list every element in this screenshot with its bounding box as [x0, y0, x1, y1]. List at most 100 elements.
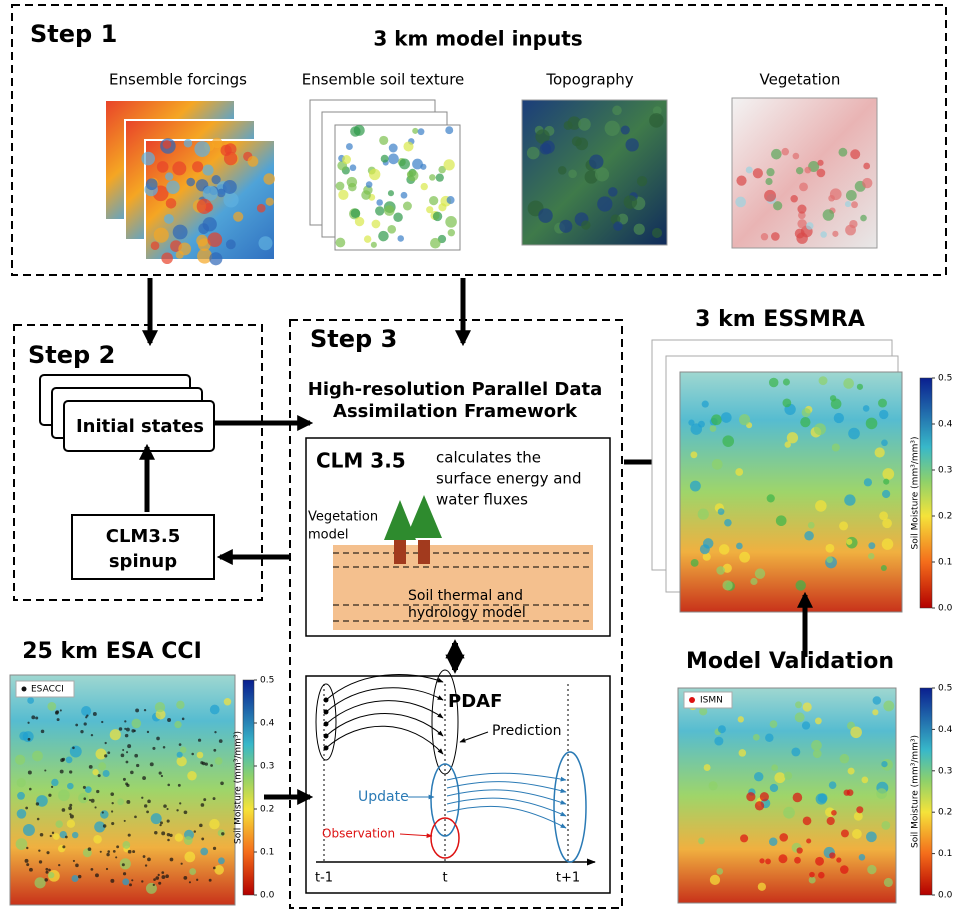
map-texture: [722, 563, 732, 573]
time-label: t-1: [315, 871, 333, 886]
map-texture: [122, 878, 130, 886]
step1-box: [11, 4, 947, 276]
map-texture: [216, 188, 226, 198]
map-texture: [874, 447, 885, 458]
time-label: t+1: [556, 871, 580, 886]
map-texture: [697, 508, 709, 520]
map-texture: [223, 697, 232, 706]
map-texture: [717, 508, 725, 515]
map-texture: [174, 833, 184, 842]
map-texture: [883, 478, 890, 485]
legend-label: ESACCI: [31, 685, 64, 695]
map-texture: [196, 878, 199, 881]
map-texture: [794, 712, 805, 723]
map-texture: [184, 851, 196, 863]
clm-desc: water fluxes: [436, 491, 528, 509]
map-texture: [131, 879, 134, 882]
colorbar-label: Soil Moisture (mm³/mm³): [234, 731, 244, 844]
map-texture: [714, 736, 724, 746]
map-texture: [860, 214, 867, 222]
map-texture: [122, 841, 131, 849]
map-texture: [214, 731, 217, 734]
map-texture: [88, 799, 92, 802]
map-texture: [218, 739, 223, 743]
map-texture: [44, 769, 47, 772]
map-texture: [178, 743, 182, 746]
map-texture: [187, 771, 197, 781]
map-texture: [417, 128, 425, 136]
map-texture: [167, 718, 172, 722]
map-texture: [105, 867, 109, 871]
map-texture: [161, 871, 165, 874]
map-texture: [429, 196, 439, 206]
map-texture: [95, 873, 99, 878]
map-texture: [69, 814, 74, 819]
map-texture: [361, 190, 371, 200]
ensemble: [431, 669, 459, 775]
map-texture: [169, 833, 173, 837]
map-texture: [66, 819, 76, 828]
map-texture: [191, 752, 194, 756]
map-texture: [735, 468, 744, 476]
map-texture: [815, 500, 827, 512]
forecast-arrow: [325, 725, 444, 755]
tree: [406, 495, 442, 538]
colorbar-tick-label: 0.3: [938, 766, 952, 776]
map-texture: [368, 168, 381, 181]
map-texture: [620, 125, 630, 135]
map-texture: [111, 801, 114, 805]
map-texture: [186, 177, 196, 187]
map-texture: [120, 753, 125, 758]
map-texture: [346, 176, 358, 188]
map-texture: [845, 224, 856, 236]
map-texture: [807, 521, 815, 529]
map-texture: [125, 760, 129, 764]
map-texture: [72, 859, 76, 863]
map-texture: [200, 847, 209, 856]
map-texture: [146, 730, 150, 734]
map-texture: [816, 168, 826, 178]
map-texture: [535, 129, 550, 144]
step-title: Step 2: [28, 341, 115, 369]
map-texture: [651, 227, 663, 239]
map-texture: [29, 787, 32, 791]
map-texture: [771, 232, 780, 241]
map-texture: [25, 806, 29, 810]
map-texture: [84, 786, 92, 793]
section-heading: 3 km model inputs: [373, 27, 582, 51]
map-texture: [839, 521, 849, 531]
map-texture: [818, 376, 828, 386]
map-texture: [872, 696, 882, 705]
map-texture: [162, 140, 172, 149]
map-texture: [83, 797, 87, 801]
map-texture: [196, 198, 212, 215]
map-texture: [407, 170, 419, 182]
map-texture: [775, 515, 787, 527]
map-texture: [135, 708, 140, 713]
map-texture: [818, 871, 825, 879]
map-texture: [134, 815, 137, 819]
map-texture: [754, 568, 766, 579]
map-texture: [209, 252, 223, 266]
map-texture: [183, 810, 188, 815]
map-texture: [581, 220, 591, 230]
map-texture: [420, 182, 428, 191]
map-texture: [759, 858, 765, 864]
map-texture: [722, 435, 735, 447]
map-texture: [197, 238, 211, 252]
input-label: Ensemble forcings: [109, 71, 247, 89]
map-texture: [144, 864, 148, 867]
map-texture: [779, 833, 789, 842]
map-texture: [158, 771, 162, 775]
map-texture: [794, 228, 805, 239]
map-texture: [222, 179, 237, 194]
step-title: Step 3: [310, 325, 397, 353]
map-texture: [176, 809, 179, 812]
section-heading: Model Validation: [686, 649, 894, 674]
map-texture: [211, 137, 223, 149]
map-texture: [75, 723, 79, 727]
input-label: Ensemble soil texture: [302, 71, 465, 89]
map-texture: [430, 237, 441, 249]
map-texture: [50, 785, 54, 789]
map-texture: [879, 511, 889, 521]
